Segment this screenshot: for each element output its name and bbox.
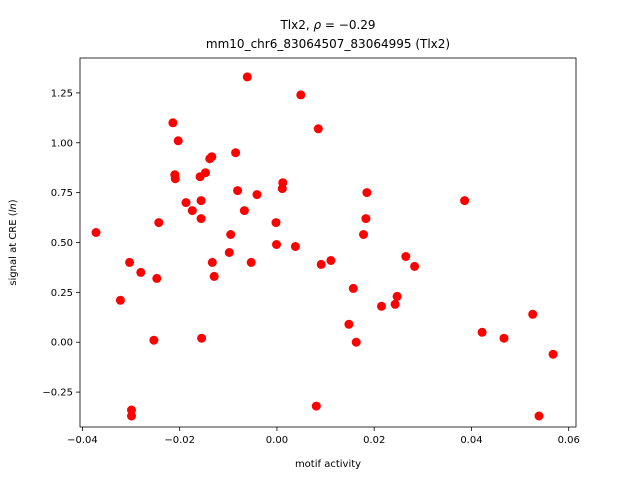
chart-title-line1: Tlx2, ρ = −0.29 — [279, 18, 375, 32]
chart-title-line2: mm10_chr6_83064507_83064995 (Tlx2) — [206, 37, 450, 51]
y-axis-ticks: −0.25 0.00 0.25 0.50 0.75 1.00 1.25 — [42, 88, 80, 399]
data-point-25 — [226, 230, 236, 239]
data-point-38 — [311, 401, 321, 411]
data-point-24 — [224, 248, 234, 257]
data-point-47 — [362, 188, 372, 198]
data-point-36 — [290, 242, 300, 251]
data-point-42 — [344, 319, 354, 329]
data-point-50 — [392, 291, 402, 301]
data-point-27 — [233, 186, 243, 196]
data-point-57 — [534, 411, 544, 421]
data-point-52 — [410, 261, 420, 271]
data-point-7 — [152, 273, 162, 283]
data-point-44 — [351, 337, 361, 347]
y-tick-label: −0.25 — [42, 388, 73, 399]
data-point-31 — [252, 190, 262, 200]
data-point-56 — [528, 309, 538, 319]
data-point-21 — [207, 152, 217, 162]
plot-frame — [79, 57, 577, 428]
data-point-54 — [477, 327, 487, 337]
y-axis-label: signal at CRE (ln) — [8, 199, 19, 285]
x-tick-label: 0.04 — [460, 435, 482, 446]
data-point-32 — [271, 218, 281, 228]
data-point-13 — [181, 198, 191, 208]
data-point-14 — [187, 206, 197, 216]
y-tick-label: 0.00 — [51, 338, 73, 349]
data-point-43 — [348, 283, 358, 293]
x-tick-label: 0.06 — [558, 435, 580, 446]
data-point-51 — [401, 252, 411, 261]
points-layer — [91, 72, 558, 421]
data-point-18 — [197, 333, 207, 343]
data-point-55 — [499, 333, 509, 343]
data-point-4 — [127, 411, 136, 421]
data-point-5 — [136, 267, 146, 277]
data-point-23 — [209, 271, 219, 281]
data-point-35 — [277, 184, 287, 194]
data-point-6 — [149, 335, 159, 345]
data-point-46 — [361, 214, 371, 224]
data-point-33 — [272, 240, 281, 249]
data-point-22 — [207, 257, 217, 267]
y-tick-label: 0.25 — [51, 288, 73, 299]
x-tick-label: −0.02 — [164, 435, 195, 446]
data-point-0 — [91, 228, 101, 237]
data-point-26 — [231, 148, 241, 158]
data-point-29 — [242, 72, 252, 82]
data-point-48 — [377, 301, 386, 311]
data-point-17 — [196, 214, 206, 224]
data-point-45 — [359, 230, 368, 239]
x-axis-ticks: −0.04 −0.02 0.00 0.02 0.04 0.06 — [67, 427, 580, 446]
x-tick-label: 0.00 — [266, 435, 288, 446]
y-tick-label: 0.75 — [51, 188, 73, 199]
data-point-40 — [316, 259, 326, 269]
x-axis-label: motif activity — [295, 459, 361, 470]
data-point-58 — [548, 349, 558, 359]
data-point-11 — [170, 174, 180, 184]
y-tick-label: 1.00 — [51, 138, 73, 149]
data-point-12 — [173, 136, 183, 146]
data-point-49 — [390, 299, 400, 309]
data-point-30 — [246, 257, 256, 267]
data-point-37 — [296, 90, 306, 100]
data-point-1 — [115, 295, 125, 305]
data-point-53 — [460, 196, 470, 206]
x-tick-label: 0.02 — [363, 435, 385, 446]
x-tick-label: −0.04 — [67, 435, 98, 446]
data-point-9 — [168, 118, 178, 128]
data-point-2 — [125, 257, 135, 267]
data-point-41 — [326, 256, 336, 265]
y-tick-label: 1.25 — [51, 88, 73, 99]
data-point-19 — [201, 168, 210, 178]
data-point-16 — [196, 196, 206, 206]
data-point-39 — [313, 124, 323, 134]
data-point-8 — [154, 218, 164, 228]
y-tick-label: 0.50 — [51, 238, 73, 249]
data-point-28 — [239, 206, 249, 216]
